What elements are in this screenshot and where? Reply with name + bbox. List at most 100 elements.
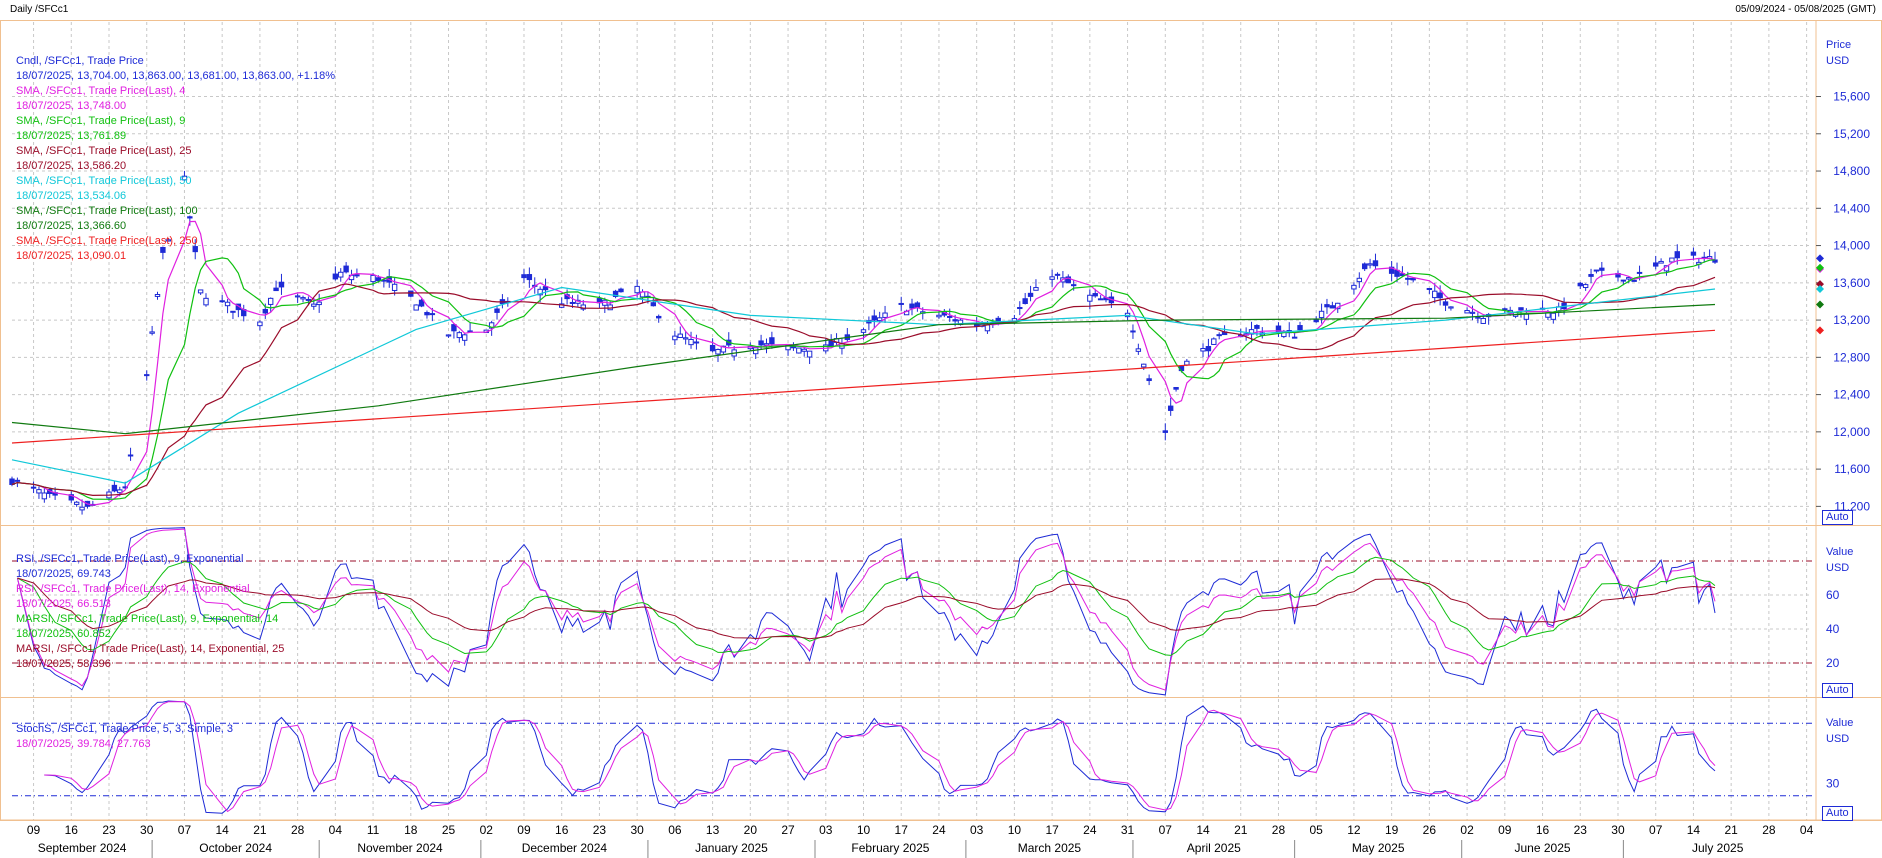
candle-body — [1442, 301, 1449, 306]
legend-line: MARSI, /SFCc1, Trade Price(Last), 9, Exp… — [16, 613, 279, 625]
candle-body — [720, 345, 727, 353]
candle-body — [1464, 310, 1470, 314]
legend-line: 18/07/2025, 13,586.20 — [16, 160, 127, 172]
x-tick-label: 19 — [1385, 823, 1399, 837]
x-tick-label: 21 — [253, 823, 267, 837]
candle-body — [569, 301, 576, 304]
x-tick-label: 07 — [178, 823, 192, 837]
candle-body — [1367, 263, 1373, 266]
candle-body — [656, 315, 662, 319]
candle-body — [451, 324, 457, 332]
candle-body — [1329, 305, 1336, 309]
month-label: May 2025 — [1352, 841, 1405, 855]
candle-body — [262, 308, 268, 314]
panel-border — [0, 697, 1882, 821]
last-value-marker — [1816, 254, 1824, 263]
candle-body — [947, 315, 953, 318]
candle-body — [1690, 251, 1697, 256]
candle-body — [14, 479, 21, 482]
candle-body — [1356, 277, 1363, 283]
candle-body — [79, 506, 85, 511]
candle-body — [693, 341, 700, 344]
candle-body — [1518, 307, 1524, 311]
month-label: July 2025 — [1692, 841, 1744, 855]
price-tick-label: 14,400 — [1833, 201, 1870, 215]
candle-body — [203, 297, 209, 306]
candle-body — [1097, 298, 1104, 301]
candle-body — [41, 492, 48, 500]
candle-body — [445, 334, 452, 337]
month-label: June 2025 — [1515, 841, 1571, 855]
candle-body — [1577, 282, 1583, 287]
x-tick-label: 09 — [1498, 823, 1512, 837]
candle-body — [408, 290, 414, 297]
candle-body — [461, 334, 468, 341]
last-value-marker — [1816, 326, 1824, 335]
candle-body — [634, 285, 640, 294]
marsi14-line — [17, 577, 1716, 640]
legend-line: 18/07/2025, 13,366.60 — [16, 220, 127, 232]
candle-body — [316, 301, 322, 306]
rsi-auto-button[interactable]: Auto — [1822, 683, 1853, 698]
candle-body — [709, 344, 716, 352]
candle-body — [305, 298, 312, 301]
candle-body — [1033, 287, 1039, 291]
stoch-axis-title: Value — [1826, 717, 1854, 729]
candle-body — [537, 288, 543, 296]
candle-body — [526, 274, 533, 281]
x-tick-label: 12 — [1347, 823, 1361, 837]
x-tick-label: 06 — [668, 823, 682, 837]
candle-body — [1550, 312, 1557, 320]
stoch-auto-button[interactable]: Auto — [1822, 806, 1853, 821]
candle-body — [871, 315, 877, 321]
legend-line: RSI, /SFCc1, Trade Price(Last), 14, Expo… — [16, 583, 250, 595]
candle-body — [1297, 325, 1303, 331]
candle-body — [273, 287, 279, 292]
candle-body — [1291, 336, 1298, 339]
month-label: November 2024 — [357, 841, 443, 855]
candle-body — [375, 277, 382, 282]
x-tick-label: 24 — [932, 823, 946, 837]
x-tick-label: 09 — [27, 823, 41, 837]
candle-body — [650, 302, 657, 307]
legend-line: 18/07/2025, 13,704.00, 13,863.00, 13,681… — [16, 70, 335, 82]
marsi9-line — [17, 556, 1716, 656]
legend-line: 18/07/2025, 58.396 — [16, 658, 111, 670]
candle-body — [984, 324, 991, 332]
candle-body — [677, 333, 683, 338]
candle-body — [790, 346, 797, 349]
candle-body — [521, 274, 527, 279]
price-tick-label: 14,800 — [1833, 164, 1870, 178]
candle-body — [311, 303, 317, 307]
candle-body — [332, 273, 339, 280]
candle-body — [1636, 271, 1643, 274]
x-tick-label: 27 — [781, 823, 795, 837]
candle-body — [1658, 260, 1664, 264]
x-tick-label: 09 — [517, 823, 531, 837]
stoch-legend: StochS, /SFCc1, Trade Price, 5, 3, Simpl… — [16, 722, 233, 752]
candle-body — [1405, 277, 1411, 280]
sma9-line — [11, 257, 1716, 500]
candle-body — [882, 312, 888, 318]
candle-body — [1146, 378, 1152, 382]
candle-body — [111, 484, 118, 492]
stoch-d-line — [44, 701, 1716, 813]
legend-line: 18/07/2025, 13,761.89 — [16, 130, 127, 142]
candle-body — [1216, 334, 1222, 337]
legend-line: RSI, /SFCc1, Trade Price(Last), 9, Expon… — [16, 553, 244, 565]
price-auto-button[interactable]: Auto — [1822, 510, 1853, 525]
x-tick-label: 13 — [706, 823, 720, 837]
candle-body — [1017, 307, 1023, 310]
date-range: 05/09/2024 - 05/08/2025 (GMT) — [1735, 4, 1876, 15]
candle-body — [1361, 263, 1368, 270]
x-tick-label: 21 — [1724, 823, 1738, 837]
rsi-axis-unit: USD — [1826, 562, 1850, 574]
x-tick-label: 30 — [630, 823, 644, 837]
chart-title: Daily /SFCc1 — [10, 4, 69, 15]
candle-body — [1593, 269, 1600, 272]
legend-line: MARSI, /SFCc1, Trade Price(Last), 14, Ex… — [16, 643, 285, 655]
candle-body — [1135, 348, 1142, 352]
candle-body — [343, 265, 349, 273]
candle-body — [860, 329, 867, 333]
